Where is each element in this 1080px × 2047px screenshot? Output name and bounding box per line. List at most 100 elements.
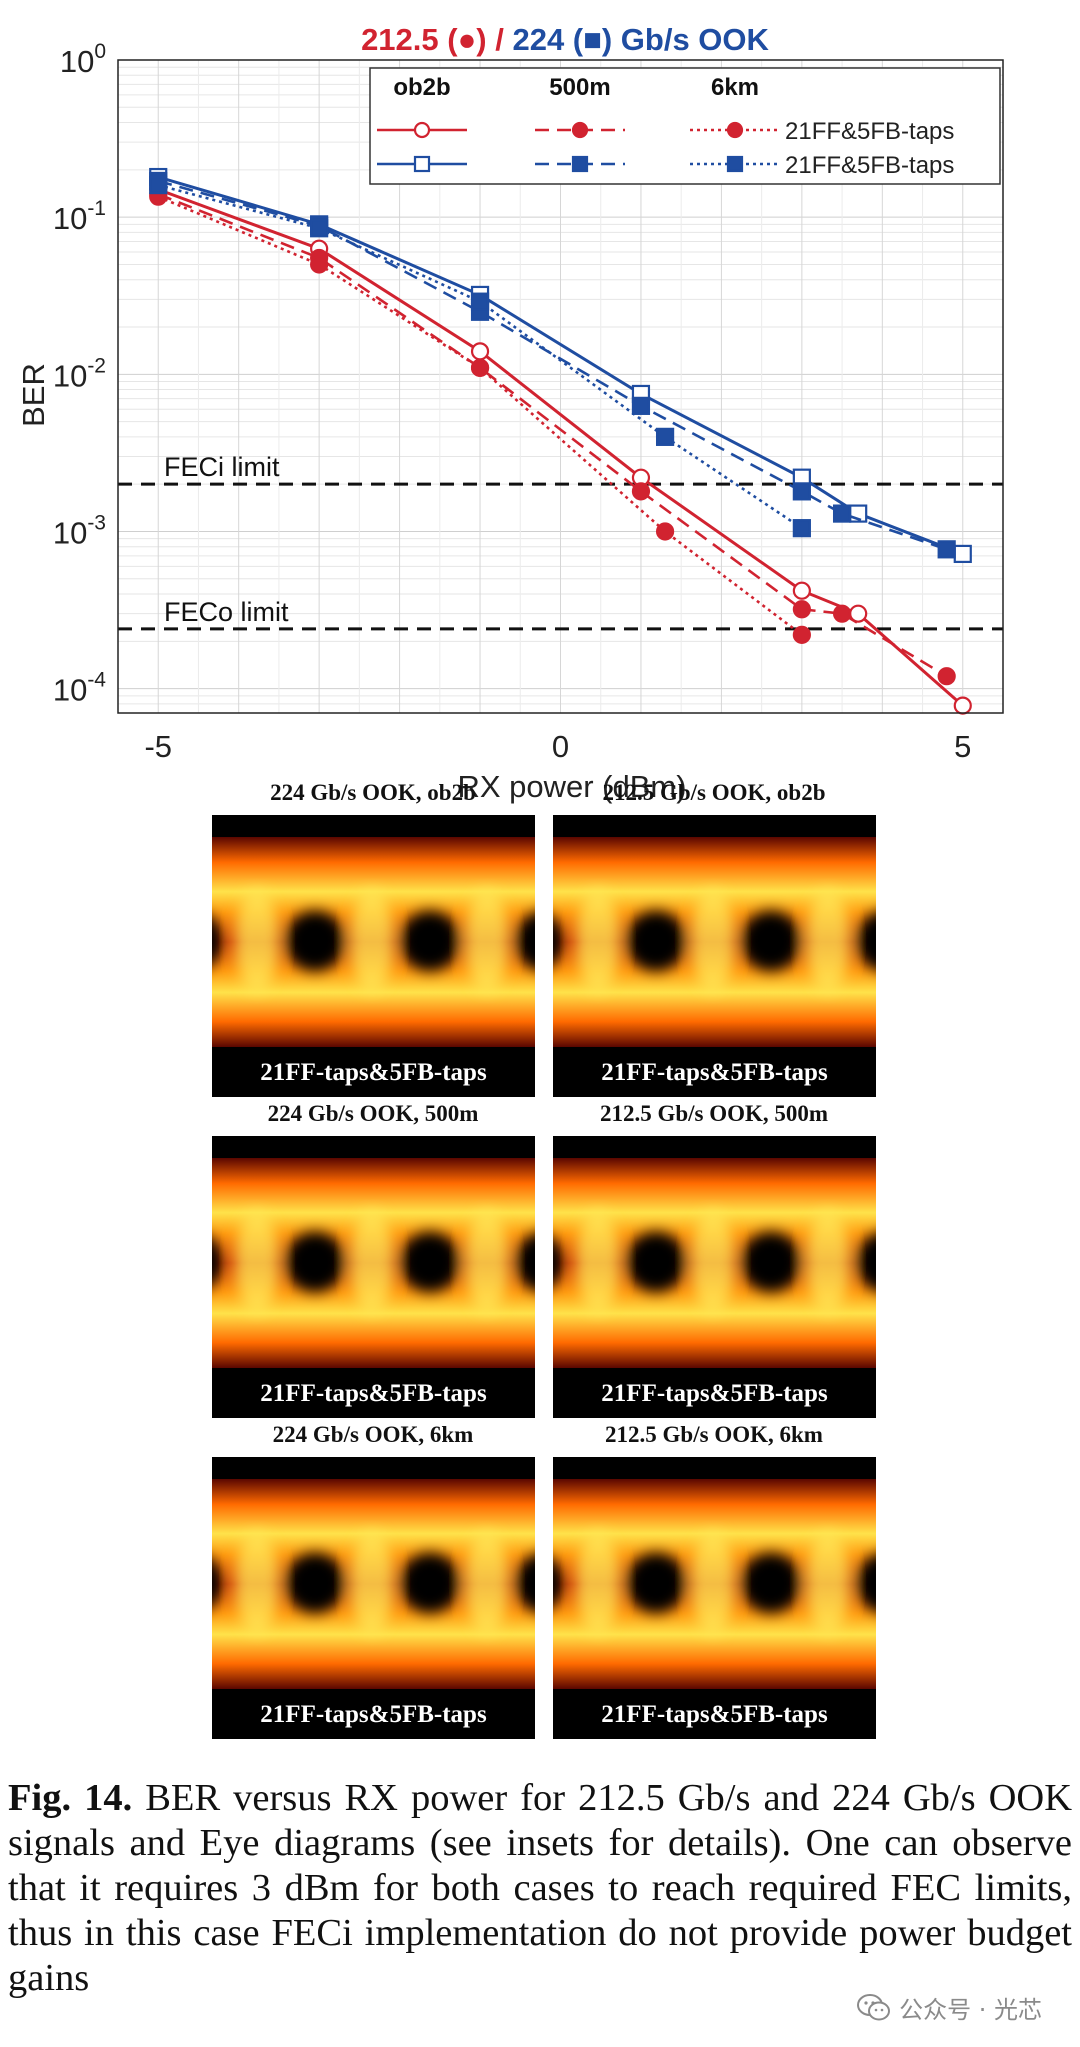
data-point — [655, 522, 675, 541]
legend-header: 500m — [549, 74, 610, 101]
eye-diagram-caption: 21FF-taps&5FB-taps — [260, 1380, 487, 1407]
data-point — [413, 121, 431, 139]
eye-opening — [285, 911, 345, 971]
data-point — [631, 482, 651, 501]
data-point — [726, 121, 744, 139]
data-point — [655, 427, 675, 446]
eye-crossing — [806, 889, 850, 993]
eye-crossing — [465, 1531, 509, 1635]
x-tick-label: 0 — [552, 729, 569, 764]
eye-opening — [553, 1239, 563, 1285]
eye-crossing — [576, 1210, 620, 1314]
tick-labels: -5 0 5 100 10-1 10-2 10-3 10-4 — [53, 40, 972, 764]
eye-diagram-caption: 21FF-taps&5FB-taps — [601, 1701, 828, 1728]
eye-crossing — [465, 889, 509, 993]
y-tick-label: 10-4 — [53, 669, 106, 708]
x-tick-label: 5 — [954, 729, 971, 764]
data-point — [571, 121, 589, 139]
watermark: 公众号 · 光芯 — [857, 1990, 1042, 2025]
eye-crossing — [576, 1531, 620, 1635]
data-point — [937, 540, 956, 559]
data-point — [413, 155, 431, 173]
chart-title-sep: / — [487, 22, 513, 57]
eye-opening — [400, 1232, 460, 1292]
eye-crossing — [691, 889, 735, 993]
y-tick-label: 10-1 — [53, 197, 106, 236]
series-224-6km — [149, 175, 811, 538]
data-point — [571, 155, 589, 173]
eye-opening — [856, 912, 876, 970]
chart-title-red: 212.5 (●) — [361, 22, 487, 57]
figure-caption: Fig. 14. BER versus RX power for 212.5 G… — [8, 1776, 1072, 2001]
y-tick-label: 100 — [60, 40, 106, 79]
y-tick-label: 10-2 — [53, 354, 106, 393]
eye-diagram-title: 212.5 Gb/s OOK, 6km — [605, 1422, 823, 1447]
series-212.5-6km — [149, 187, 811, 644]
y-tick-label: 10-3 — [53, 511, 106, 550]
eye-opening — [400, 911, 460, 971]
plot-frame — [117, 59, 1004, 714]
wechat-icon — [857, 1993, 891, 2020]
eye-opening — [285, 1232, 345, 1292]
eye-opening — [741, 911, 801, 971]
eye-diagram-title: 212.5 Gb/s OOK, 500m — [599, 1101, 829, 1126]
eye-crossing — [235, 1531, 279, 1635]
eye-crossing — [350, 1531, 394, 1635]
eye-diagram-caption: 21FF-taps&5FB-taps — [260, 1059, 487, 1086]
eye-diagram-title: 212.5 Gb/s OOK, ob2b — [602, 780, 826, 805]
eye-opening — [285, 1553, 345, 1613]
legend-header: 6km — [711, 74, 759, 101]
legend-header: ob2b — [393, 74, 450, 101]
eye-opening — [212, 918, 222, 964]
eye-crossing — [806, 1531, 850, 1635]
eye-diagram-caption: 21FF-taps&5FB-taps — [260, 1701, 487, 1728]
eye-opening — [856, 1233, 876, 1291]
legend-box — [369, 67, 1001, 185]
legend: ob2b 500m 6km 21FF&5FB-taps 21FF&5FB-taps — [369, 67, 1001, 185]
data-point — [792, 625, 811, 644]
fec-limit-label: FECi limit — [164, 452, 280, 482]
eye-opening — [741, 1553, 801, 1613]
eye-pattern — [553, 1136, 876, 1418]
data-point — [470, 292, 490, 311]
eye-opening — [553, 1560, 563, 1606]
data-point — [937, 667, 956, 686]
eye-diagram-title: 224 Gb/s OOK, 6km — [272, 1422, 474, 1447]
eye-opening — [553, 918, 563, 964]
data-point — [953, 544, 972, 564]
data-point — [792, 482, 811, 501]
eye-diagram: 21FF-taps&5FB-taps — [212, 1136, 535, 1418]
eye-crossing — [576, 889, 620, 993]
eye-opening — [212, 1239, 222, 1285]
data-point — [470, 342, 490, 361]
data-point — [792, 519, 811, 538]
eye-pattern — [212, 1136, 535, 1418]
eye-crossing — [350, 1210, 394, 1314]
data-point — [726, 155, 744, 173]
reference-lines: FECi limit FECo limit — [118, 452, 1003, 631]
data-point — [310, 219, 329, 238]
eye-diagram: 21FF-taps&5FB-taps — [212, 815, 535, 1097]
eye-diagram-caption: 21FF-taps&5FB-taps — [601, 1059, 828, 1086]
data-point — [631, 396, 651, 415]
eye-crossing — [691, 1531, 735, 1635]
eye-crossing — [350, 889, 394, 993]
eye-diagram: 21FF-taps&5FB-taps — [553, 1457, 876, 1739]
eye-crossing — [465, 1210, 509, 1314]
eye-diagram-caption: 21FF-taps&5FB-taps — [601, 1380, 828, 1407]
eye-crossing — [691, 1210, 735, 1314]
eye-crossing — [235, 889, 279, 993]
y-axis-label: BER — [16, 363, 51, 427]
eye-crossing — [235, 1210, 279, 1314]
eye-opening — [212, 1560, 222, 1606]
watermark-text: 公众号 · 光芯 — [899, 1996, 1042, 2024]
data-point — [310, 255, 329, 274]
x-axis-label: RX power (dBm) — [457, 769, 686, 804]
caption-label: Fig. 14. — [8, 1777, 133, 1819]
data-point — [792, 600, 811, 619]
eye-pattern — [212, 815, 535, 1097]
eye-diagram: 21FF-taps&5FB-taps — [553, 815, 876, 1097]
eye-opening — [856, 1554, 876, 1612]
eye-opening — [515, 1233, 535, 1291]
eye-opening — [400, 1553, 460, 1613]
